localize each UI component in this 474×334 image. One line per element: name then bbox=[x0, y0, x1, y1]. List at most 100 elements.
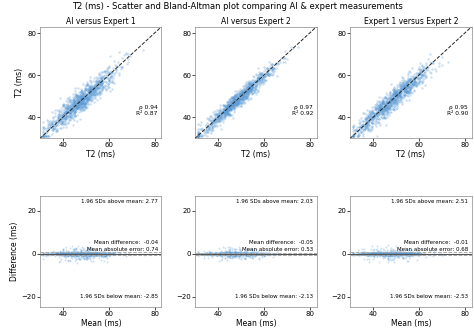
Point bbox=[401, 250, 409, 256]
Point bbox=[369, 119, 377, 124]
Point bbox=[194, 133, 201, 139]
Point bbox=[227, 252, 234, 257]
Point bbox=[219, 252, 227, 257]
Point bbox=[359, 111, 367, 116]
Point bbox=[380, 100, 387, 105]
Point bbox=[404, 247, 411, 253]
Point bbox=[105, 64, 112, 69]
Point bbox=[64, 108, 71, 113]
Point bbox=[229, 252, 237, 257]
Point bbox=[234, 98, 241, 104]
Point bbox=[73, 250, 81, 255]
Point bbox=[405, 87, 412, 92]
Point bbox=[63, 244, 70, 249]
Point bbox=[68, 253, 75, 258]
Point bbox=[218, 251, 225, 256]
Point bbox=[371, 251, 379, 257]
Point bbox=[76, 94, 83, 99]
Point bbox=[49, 123, 57, 128]
Point bbox=[219, 244, 227, 249]
Point bbox=[100, 259, 108, 264]
Point bbox=[83, 251, 91, 256]
Point bbox=[90, 75, 98, 80]
Point bbox=[72, 106, 80, 112]
Point bbox=[235, 95, 242, 101]
Point bbox=[46, 126, 54, 131]
Point bbox=[95, 250, 103, 256]
Point bbox=[377, 250, 384, 256]
Point bbox=[228, 252, 236, 257]
Point bbox=[220, 252, 228, 257]
Point bbox=[109, 251, 117, 256]
Point bbox=[374, 119, 382, 125]
Point bbox=[375, 109, 383, 114]
Point bbox=[228, 251, 236, 256]
Point bbox=[139, 47, 147, 52]
Point bbox=[81, 251, 89, 257]
Point bbox=[362, 116, 370, 121]
Point bbox=[378, 252, 385, 258]
Point bbox=[81, 250, 88, 256]
Point bbox=[361, 251, 368, 257]
Point bbox=[399, 251, 407, 256]
Point bbox=[406, 77, 413, 82]
Point bbox=[388, 252, 395, 257]
Point bbox=[381, 105, 388, 110]
Point bbox=[388, 250, 396, 256]
Point bbox=[370, 251, 377, 256]
Point bbox=[228, 252, 236, 257]
Point bbox=[366, 252, 374, 257]
Point bbox=[387, 251, 395, 257]
Point bbox=[86, 86, 93, 91]
Point bbox=[234, 251, 242, 257]
Point bbox=[260, 77, 268, 82]
Point bbox=[62, 118, 69, 124]
Point bbox=[379, 99, 386, 104]
Point bbox=[68, 243, 76, 248]
Point bbox=[230, 104, 238, 109]
Point bbox=[226, 111, 233, 117]
Point bbox=[83, 251, 91, 257]
Point bbox=[247, 82, 255, 88]
Point bbox=[392, 90, 399, 96]
Point bbox=[241, 252, 248, 257]
Point bbox=[226, 250, 233, 256]
Point bbox=[226, 250, 234, 256]
Point bbox=[241, 93, 249, 99]
Point bbox=[239, 90, 247, 95]
Point bbox=[415, 69, 423, 74]
Point bbox=[224, 102, 232, 108]
Point bbox=[262, 71, 270, 77]
Point bbox=[252, 87, 259, 92]
Point bbox=[356, 131, 363, 136]
Point bbox=[384, 250, 392, 256]
Point bbox=[373, 251, 381, 256]
Point bbox=[58, 250, 65, 256]
Point bbox=[380, 99, 387, 105]
Point bbox=[368, 120, 375, 126]
Point bbox=[64, 253, 72, 258]
Point bbox=[218, 126, 225, 132]
Point bbox=[414, 75, 422, 81]
Point bbox=[394, 251, 401, 256]
Point bbox=[393, 251, 401, 257]
Point bbox=[225, 252, 232, 257]
Point bbox=[101, 86, 109, 91]
Point bbox=[203, 250, 210, 256]
Point bbox=[380, 252, 387, 257]
Point bbox=[375, 102, 383, 108]
Point bbox=[221, 251, 229, 256]
Point bbox=[239, 251, 247, 257]
Point bbox=[405, 91, 413, 96]
Point bbox=[403, 89, 410, 94]
Point bbox=[253, 251, 260, 257]
Point bbox=[89, 252, 96, 257]
Point bbox=[63, 250, 71, 256]
Point bbox=[402, 250, 410, 256]
Point bbox=[80, 253, 88, 258]
Point bbox=[59, 102, 67, 107]
Point bbox=[84, 84, 91, 89]
Point bbox=[392, 243, 400, 248]
Point bbox=[406, 78, 413, 84]
Point bbox=[69, 252, 77, 258]
